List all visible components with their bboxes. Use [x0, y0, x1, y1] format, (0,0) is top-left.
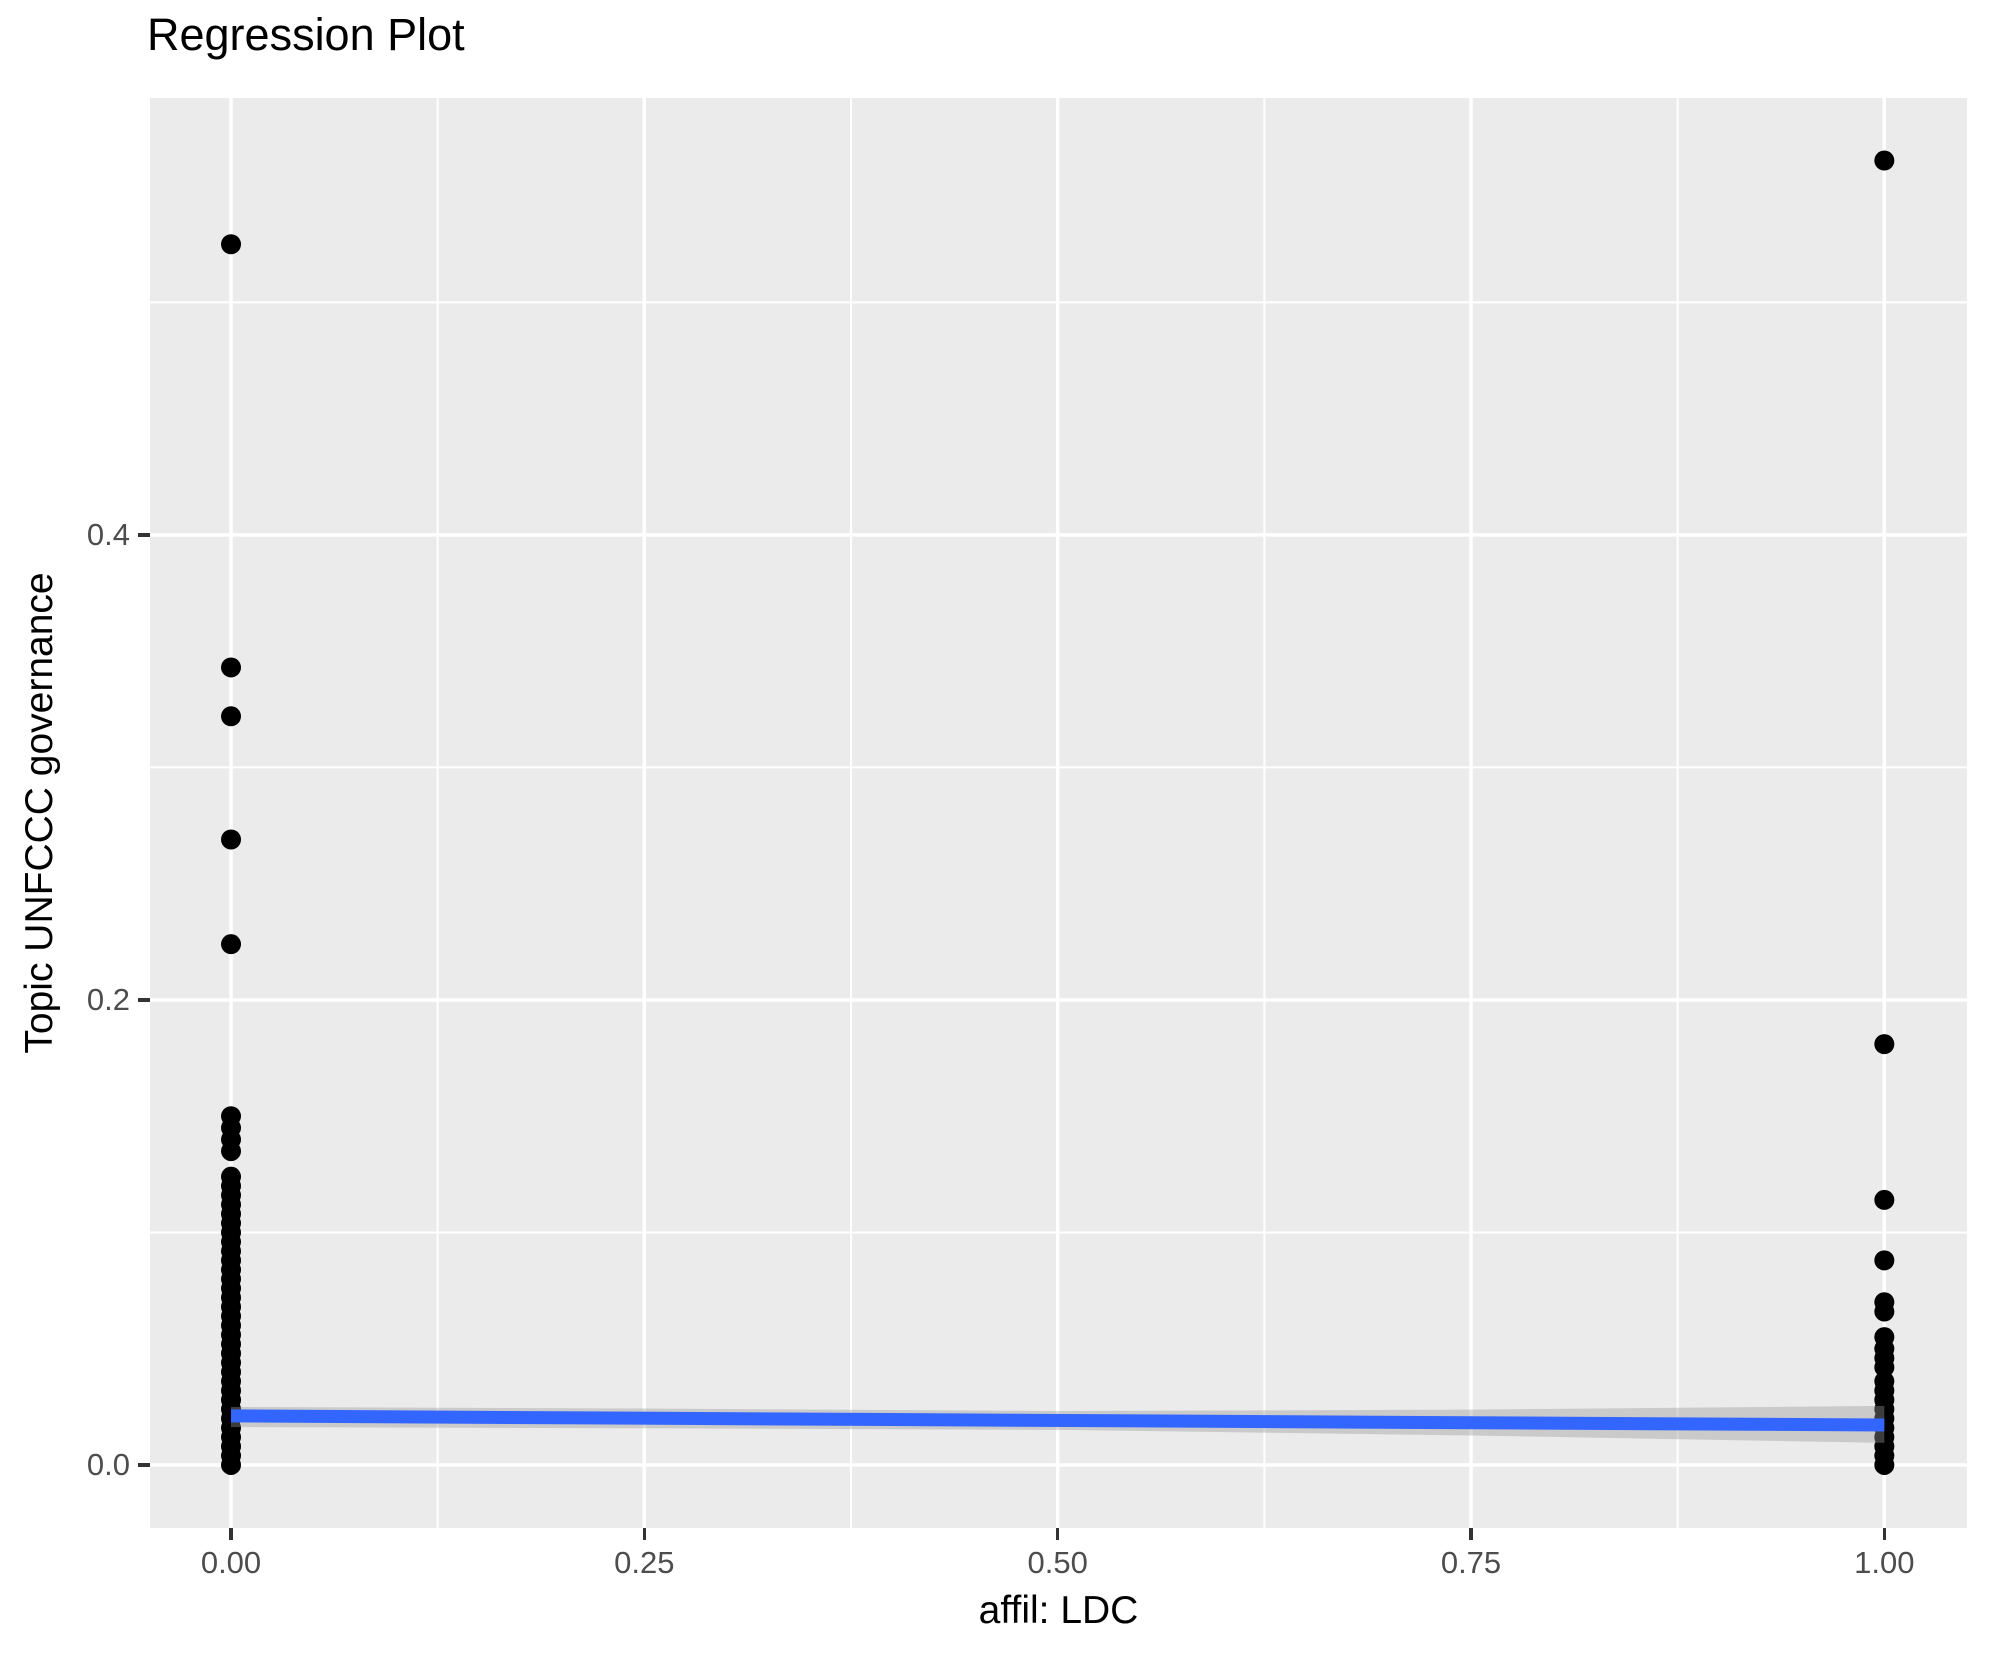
y-tick-mark: [138, 998, 150, 1002]
data-point: [221, 829, 242, 850]
data-point: [1874, 1301, 1895, 1322]
y-tick-label: 0.2: [86, 981, 130, 1017]
data-point: [1874, 1189, 1895, 1210]
x-tick-mark: [642, 1528, 647, 1540]
x-tick-mark: [1469, 1528, 1473, 1540]
data-point: [221, 234, 242, 255]
regression-line: [230, 1409, 1885, 1432]
y-tick-label: 0.0: [86, 1446, 130, 1482]
x-tick-label: 0.25: [614, 1545, 675, 1580]
plot-canvas: [150, 98, 1967, 1528]
x-tick-mark: [1882, 1528, 1887, 1540]
x-tick-label: 0.50: [1027, 1545, 1088, 1580]
data-point: [1874, 1250, 1895, 1271]
data-point: [1874, 150, 1895, 171]
x-tick-label: 0.75: [1440, 1545, 1502, 1580]
y-tick-label: 0.4: [86, 516, 130, 552]
data-point: [221, 657, 242, 678]
data-point: [221, 1141, 242, 1162]
x-axis-title: affil: LDC: [978, 1589, 1139, 1632]
data-point: [221, 934, 242, 955]
data-point: [1874, 1357, 1895, 1378]
data-point: [221, 706, 242, 727]
y-tick-mark: [138, 1463, 150, 1467]
x-tick-label: 0.00: [200, 1545, 262, 1580]
data-point: [1874, 1034, 1895, 1055]
x-tick-mark: [229, 1528, 233, 1540]
y-axis-title: Topic UNFCCC governance: [18, 572, 61, 1054]
plot-panel: [150, 98, 1967, 1528]
plot-title: Regression Plot: [147, 9, 465, 60]
x-tick-label: 1.00: [1854, 1545, 1915, 1580]
data-point: [1874, 1454, 1895, 1475]
y-tick-mark: [138, 533, 150, 537]
data-point: [221, 1454, 242, 1475]
x-tick-mark: [1055, 1528, 1060, 1540]
